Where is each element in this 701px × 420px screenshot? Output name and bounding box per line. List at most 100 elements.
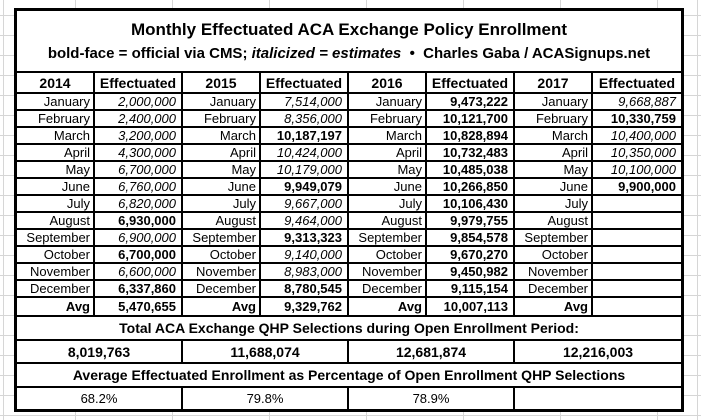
value-cell-2014-february[interactable]: 2,400,000 bbox=[95, 111, 183, 128]
value-cell-2015-march[interactable]: 10,187,197 bbox=[261, 128, 349, 145]
value-cell-2015-january[interactable]: 7,514,000 bbox=[261, 94, 349, 111]
month-cell-2014-may[interactable]: May bbox=[17, 162, 95, 179]
value-cell-2017-march[interactable]: 10,400,000 bbox=[593, 128, 681, 145]
avg-value-2016[interactable]: 10,007,113 bbox=[427, 298, 515, 317]
effectuated-header-2016[interactable]: Effectuated bbox=[427, 73, 515, 94]
value-cell-2014-january[interactable]: 2,000,000 bbox=[95, 94, 183, 111]
year-header-2015[interactable]: 2015 bbox=[183, 73, 261, 94]
value-cell-2015-november[interactable]: 8,983,000 bbox=[261, 264, 349, 281]
value-cell-2015-september[interactable]: 9,313,323 bbox=[261, 230, 349, 247]
value-cell-2015-june[interactable]: 9,949,079 bbox=[261, 179, 349, 196]
value-cell-2017-june[interactable]: 9,900,000 bbox=[593, 179, 681, 196]
month-cell-2015-may[interactable]: May bbox=[183, 162, 261, 179]
avg-value-2017[interactable] bbox=[593, 298, 681, 317]
value-cell-2017-april[interactable]: 10,350,000 bbox=[593, 145, 681, 162]
month-cell-2014-january[interactable]: January bbox=[17, 94, 95, 111]
value-cell-2016-september[interactable]: 9,854,578 bbox=[427, 230, 515, 247]
month-cell-2016-february[interactable]: February bbox=[349, 111, 427, 128]
month-cell-2016-november[interactable]: November bbox=[349, 264, 427, 281]
value-cell-2015-april[interactable]: 10,424,000 bbox=[261, 145, 349, 162]
month-cell-2016-july[interactable]: July bbox=[349, 196, 427, 213]
value-cell-2014-july[interactable]: 6,820,000 bbox=[95, 196, 183, 213]
month-cell-2014-october[interactable]: October bbox=[17, 247, 95, 264]
effectuated-header-2014[interactable]: Effectuated bbox=[95, 73, 183, 94]
value-cell-2017-december[interactable] bbox=[593, 281, 681, 298]
effectuated-header-2015[interactable]: Effectuated bbox=[261, 73, 349, 94]
value-cell-2016-march[interactable]: 10,828,894 bbox=[427, 128, 515, 145]
value-cell-2016-august[interactable]: 9,979,755 bbox=[427, 213, 515, 230]
value-cell-2017-january[interactable]: 9,668,887 bbox=[593, 94, 681, 111]
month-cell-2016-august[interactable]: August bbox=[349, 213, 427, 230]
effectuated-header-2017[interactable]: Effectuated bbox=[593, 73, 681, 94]
month-cell-2016-march[interactable]: March bbox=[349, 128, 427, 145]
month-cell-2015-december[interactable]: December bbox=[183, 281, 261, 298]
value-cell-2016-october[interactable]: 9,670,270 bbox=[427, 247, 515, 264]
value-cell-2014-september[interactable]: 6,900,000 bbox=[95, 230, 183, 247]
avg-label-2015[interactable]: Avg bbox=[183, 298, 261, 317]
month-cell-2015-september[interactable]: September bbox=[183, 230, 261, 247]
month-cell-2015-january[interactable]: January bbox=[183, 94, 261, 111]
month-cell-2017-august[interactable]: August bbox=[515, 213, 593, 230]
month-cell-2017-april[interactable]: April bbox=[515, 145, 593, 162]
month-cell-2016-may[interactable]: May bbox=[349, 162, 427, 179]
value-cell-2014-november[interactable]: 6,600,000 bbox=[95, 264, 183, 281]
pct-2017[interactable] bbox=[515, 388, 681, 409]
value-cell-2016-april[interactable]: 10,732,483 bbox=[427, 145, 515, 162]
year-header-2016[interactable]: 2016 bbox=[349, 73, 427, 94]
month-cell-2014-september[interactable]: September bbox=[17, 230, 95, 247]
value-cell-2015-december[interactable]: 8,780,545 bbox=[261, 281, 349, 298]
value-cell-2014-october[interactable]: 6,700,000 bbox=[95, 247, 183, 264]
avg-label-2016[interactable]: Avg bbox=[349, 298, 427, 317]
total-qhp-2014[interactable]: 8,019,763 bbox=[17, 341, 183, 364]
pct-2016[interactable]: 78.9% bbox=[349, 388, 515, 409]
year-header-2017[interactable]: 2017 bbox=[515, 73, 593, 94]
month-cell-2017-october[interactable]: October bbox=[515, 247, 593, 264]
value-cell-2016-may[interactable]: 10,485,038 bbox=[427, 162, 515, 179]
month-cell-2016-october[interactable]: October bbox=[349, 247, 427, 264]
month-cell-2017-december[interactable]: December bbox=[515, 281, 593, 298]
value-cell-2017-august[interactable] bbox=[593, 213, 681, 230]
value-cell-2016-january[interactable]: 9,473,222 bbox=[427, 94, 515, 111]
total-qhp-2015[interactable]: 11,688,074 bbox=[183, 341, 349, 364]
month-cell-2014-august[interactable]: August bbox=[17, 213, 95, 230]
month-cell-2016-june[interactable]: June bbox=[349, 179, 427, 196]
month-cell-2016-january[interactable]: January bbox=[349, 94, 427, 111]
avg-value-2015[interactable]: 9,329,762 bbox=[261, 298, 349, 317]
value-cell-2017-february[interactable]: 10,330,759 bbox=[593, 111, 681, 128]
month-cell-2014-march[interactable]: March bbox=[17, 128, 95, 145]
pct-2014[interactable]: 68.2% bbox=[17, 388, 183, 409]
value-cell-2016-december[interactable]: 9,115,154 bbox=[427, 281, 515, 298]
month-cell-2017-february[interactable]: February bbox=[515, 111, 593, 128]
month-cell-2016-april[interactable]: April bbox=[349, 145, 427, 162]
month-cell-2016-december[interactable]: December bbox=[349, 281, 427, 298]
avg-label-2014[interactable]: Avg bbox=[17, 298, 95, 317]
value-cell-2015-october[interactable]: 9,140,000 bbox=[261, 247, 349, 264]
value-cell-2017-november[interactable] bbox=[593, 264, 681, 281]
month-cell-2014-december[interactable]: December bbox=[17, 281, 95, 298]
value-cell-2014-march[interactable]: 3,200,000 bbox=[95, 128, 183, 145]
year-header-2014[interactable]: 2014 bbox=[17, 73, 95, 94]
value-cell-2015-july[interactable]: 9,667,000 bbox=[261, 196, 349, 213]
month-cell-2014-june[interactable]: June bbox=[17, 179, 95, 196]
month-cell-2014-april[interactable]: April bbox=[17, 145, 95, 162]
value-cell-2016-july[interactable]: 10,106,430 bbox=[427, 196, 515, 213]
value-cell-2014-may[interactable]: 6,700,000 bbox=[95, 162, 183, 179]
month-cell-2015-march[interactable]: March bbox=[183, 128, 261, 145]
value-cell-2014-august[interactable]: 6,930,000 bbox=[95, 213, 183, 230]
month-cell-2015-july[interactable]: July bbox=[183, 196, 261, 213]
month-cell-2017-june[interactable]: June bbox=[515, 179, 593, 196]
month-cell-2017-september[interactable]: September bbox=[515, 230, 593, 247]
month-cell-2015-april[interactable]: April bbox=[183, 145, 261, 162]
month-cell-2015-august[interactable]: August bbox=[183, 213, 261, 230]
value-cell-2017-may[interactable]: 10,100,000 bbox=[593, 162, 681, 179]
avg-value-2014[interactable]: 5,470,655 bbox=[95, 298, 183, 317]
value-cell-2017-october[interactable] bbox=[593, 247, 681, 264]
value-cell-2014-june[interactable]: 6,760,000 bbox=[95, 179, 183, 196]
month-cell-2017-may[interactable]: May bbox=[515, 162, 593, 179]
value-cell-2017-september[interactable] bbox=[593, 230, 681, 247]
value-cell-2017-july[interactable] bbox=[593, 196, 681, 213]
value-cell-2014-december[interactable]: 6,337,860 bbox=[95, 281, 183, 298]
month-cell-2014-february[interactable]: February bbox=[17, 111, 95, 128]
value-cell-2016-november[interactable]: 9,450,982 bbox=[427, 264, 515, 281]
month-cell-2017-january[interactable]: January bbox=[515, 94, 593, 111]
